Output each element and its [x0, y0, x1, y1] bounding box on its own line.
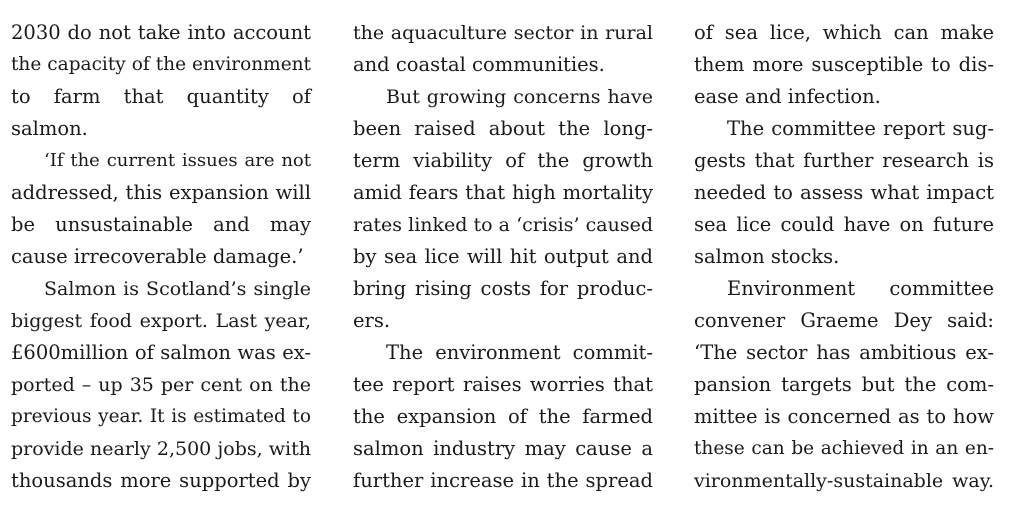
text-line: provide nearly 2,500 jobs, with — [11, 438, 311, 460]
text-line: of sea lice, which can make — [694, 21, 994, 44]
text-line: gests that further research is — [694, 149, 994, 172]
text-column-3: of sea lice, which can make them more su… — [694, 17, 994, 497]
text-line: salmon industry may cause a — [353, 437, 653, 460]
text-line: rates linked to a ‘crisis’ caused — [353, 214, 653, 236]
text-line: needed to assess what impact — [694, 181, 994, 204]
text-line: convener Graeme Dey said: — [694, 309, 994, 332]
text-line: pansion targets but the com- — [694, 373, 994, 396]
text-line: these can be achieved in an en- — [694, 438, 994, 459]
text-line: amid fears that high mortality — [353, 181, 653, 204]
text-column-2: the aquaculture sector in rural and coas… — [353, 17, 653, 497]
text-line: bring rising costs for produc- — [353, 277, 653, 300]
text-line: sea lice could have on future — [694, 213, 994, 236]
text-line: biggest food export. Last year, — [11, 310, 311, 332]
text-line: salmon stocks. — [694, 245, 840, 268]
text-line: ‘The sector has ambitious ex- — [694, 341, 994, 364]
text-line: addressed, this expansion will — [11, 181, 311, 204]
text-line: Environment committee — [727, 277, 994, 300]
text-line: the capacity of the environment — [11, 54, 311, 75]
text-line: mittee is concerned as to how — [694, 405, 994, 428]
text-line: ers. — [353, 309, 391, 332]
text-line: been raised about the long- — [353, 117, 653, 140]
text-line: by sea lice will hit output and — [353, 245, 653, 268]
text-line: 2030 do not take into account — [11, 21, 311, 44]
text-line: But growing concerns have — [386, 86, 653, 108]
text-line: The environment commit- — [386, 341, 653, 364]
text-line: cause irrecoverable damage.’ — [11, 245, 304, 268]
text-line: be unsustainable and may — [11, 213, 311, 236]
text-line: to farm that quantity of — [11, 85, 311, 108]
text-line: ‘If the current issues are not — [44, 150, 311, 171]
text-line: further increase in the spread — [353, 469, 653, 492]
text-line: the aquaculture sector in rural — [353, 22, 653, 44]
text-line: ported – up 35 per cent on the — [11, 374, 311, 396]
text-line: and coastal communities. — [353, 53, 605, 76]
text-line: Salmon is Scotland’s single — [44, 278, 311, 300]
text-line: The committee report sug- — [727, 117, 994, 140]
text-line: salmon. — [11, 117, 88, 140]
text-line: them more susceptible to dis- — [694, 53, 994, 76]
text-line: previous year. It is estimated to — [11, 406, 311, 427]
text-line: £600million of salmon was ex- — [11, 341, 311, 364]
text-line: tee report raises worries that — [353, 373, 653, 396]
text-line: the expansion of the farmed — [353, 405, 653, 428]
text-line: ease and infection. — [694, 85, 881, 108]
text-line: vironmentally-sustainable way. — [694, 470, 994, 492]
text-line: term viability of the growth — [353, 149, 653, 172]
text-column-1: 2030 do not take into account the capaci… — [11, 17, 311, 497]
text-line: thousands more supported by — [11, 469, 311, 492]
